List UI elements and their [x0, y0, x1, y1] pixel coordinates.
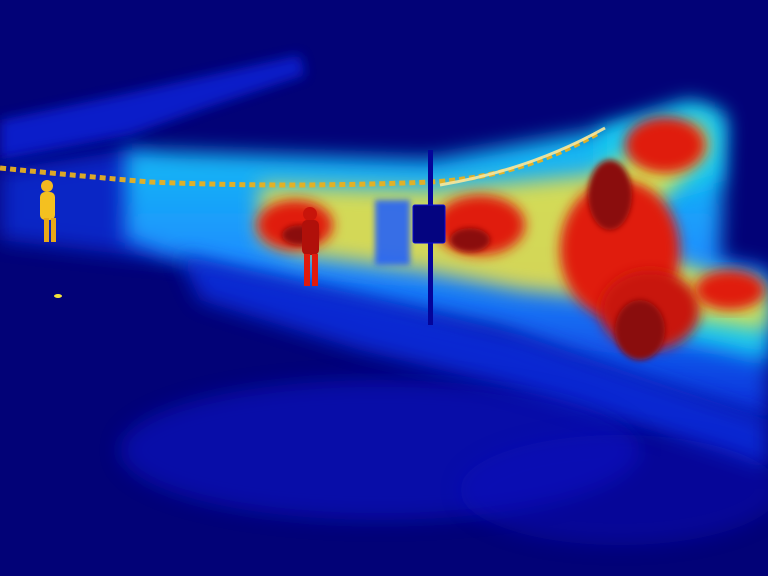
sign-board: [412, 204, 446, 244]
hot-zone-right-upper: [625, 117, 705, 173]
left-roof-band: [0, 55, 305, 160]
person-center: [302, 207, 319, 286]
ground-reflection-right: [460, 435, 768, 545]
hot-zone-far-right: [695, 270, 765, 310]
hottest-spot-3: [450, 228, 490, 252]
ground-speck: [54, 294, 62, 298]
hottest-spot-1: [588, 160, 632, 230]
doorway: [375, 200, 410, 265]
person-left: [40, 180, 56, 242]
roof-eave: [439, 126, 606, 187]
facade-base: [180, 255, 768, 470]
hottest-spot-2: [615, 300, 665, 360]
